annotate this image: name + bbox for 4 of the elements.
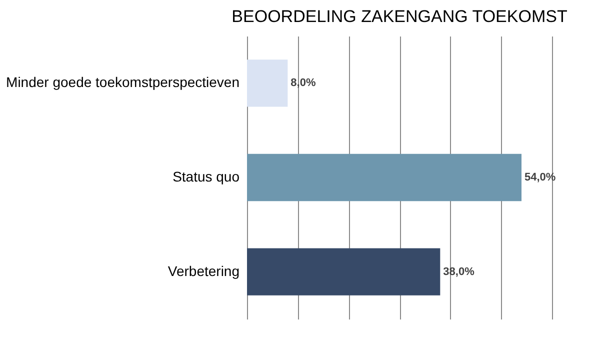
y-tick-label: Verbetering [168,262,240,279]
chart-title: BEOORDELING ZAKENGANG TOEKOMST [232,7,568,26]
y-tick-label: Status quo [172,168,240,184]
y-tick-label: Minder goede toekomstperspectieven [6,74,240,90]
